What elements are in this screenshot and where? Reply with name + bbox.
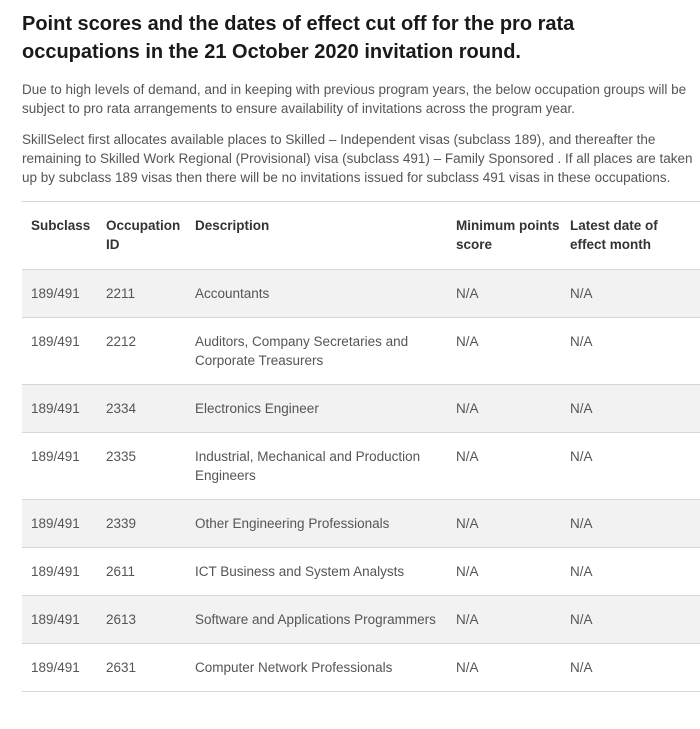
table-row: 189/491 2335 Industrial, Mechanical and … bbox=[22, 432, 700, 500]
pro-rata-occupations-table: Subclass Occupation ID Description Minim… bbox=[22, 201, 700, 692]
cell-subclass: 189/491 bbox=[31, 564, 80, 579]
cell-description: Industrial, Mechanical and Production En… bbox=[195, 449, 421, 483]
table-row: 189/491 2339 Other Engineering Professio… bbox=[22, 499, 700, 548]
cell-minimum-points: N/A bbox=[456, 449, 479, 464]
cell-subclass: 189/491 bbox=[31, 449, 80, 464]
cell-description: Other Engineering Professionals bbox=[195, 516, 390, 531]
cell-occupation-id: 2631 bbox=[106, 660, 137, 675]
cell-latest-date: N/A bbox=[570, 564, 593, 579]
table-row: 189/491 2211 Accountants N/A N/A bbox=[22, 269, 700, 318]
table-row: 189/491 2613 Software and Applications P… bbox=[22, 595, 700, 644]
cell-subclass: 189/491 bbox=[31, 401, 80, 416]
header-minimum-points-score: Minimum points score bbox=[456, 218, 560, 252]
cell-latest-date: N/A bbox=[570, 334, 593, 349]
cell-minimum-points: N/A bbox=[456, 401, 479, 416]
cell-subclass: 189/491 bbox=[31, 660, 80, 675]
table-header-row: Subclass Occupation ID Description Minim… bbox=[22, 201, 700, 270]
cell-occupation-id: 2613 bbox=[106, 612, 137, 627]
cell-latest-date: N/A bbox=[570, 286, 593, 301]
header-occupation-id: Occupation ID bbox=[106, 218, 181, 252]
page-title: Point scores and the dates of effect cut… bbox=[22, 13, 575, 63]
cell-latest-date: N/A bbox=[570, 516, 593, 531]
cell-latest-date: N/A bbox=[570, 612, 593, 627]
cell-minimum-points: N/A bbox=[456, 286, 479, 301]
cell-minimum-points: N/A bbox=[456, 516, 479, 531]
cell-occupation-id: 2339 bbox=[106, 516, 137, 531]
cell-occupation-id: 2611 bbox=[106, 564, 136, 579]
cell-occupation-id: 2212 bbox=[106, 334, 137, 349]
table-row: 189/491 2611 ICT Business and System Ana… bbox=[22, 547, 700, 596]
cell-occupation-id: 2334 bbox=[106, 401, 137, 416]
table-row: 189/491 2334 Electronics Engineer N/A N/… bbox=[22, 384, 700, 433]
cell-occupation-id: 2211 bbox=[106, 286, 136, 301]
cell-description: ICT Business and System Analysts bbox=[195, 564, 405, 579]
header-latest-date-of-effect: Latest date of effect month bbox=[570, 218, 658, 252]
cell-description: Accountants bbox=[195, 286, 270, 301]
cell-description: Computer Network Professionals bbox=[195, 660, 393, 675]
cell-occupation-id: 2335 bbox=[106, 449, 137, 464]
cell-latest-date: N/A bbox=[570, 449, 593, 464]
cell-minimum-points: N/A bbox=[456, 660, 479, 675]
cell-latest-date: N/A bbox=[570, 660, 593, 675]
intro-paragraph: Due to high levels of demand, and in kee… bbox=[22, 82, 687, 116]
cell-minimum-points: N/A bbox=[456, 612, 479, 627]
cell-description: Electronics Engineer bbox=[195, 401, 319, 416]
header-subclass: Subclass bbox=[31, 218, 91, 233]
cell-minimum-points: N/A bbox=[456, 564, 479, 579]
cell-minimum-points: N/A bbox=[456, 334, 479, 349]
cell-subclass: 189/491 bbox=[31, 612, 80, 627]
table-row: 189/491 2631 Computer Network Profession… bbox=[22, 643, 700, 692]
cell-subclass: 189/491 bbox=[31, 516, 80, 531]
cell-latest-date: N/A bbox=[570, 401, 593, 416]
table-row: 189/491 2212 Auditors, Company Secretari… bbox=[22, 317, 700, 385]
cell-description: Auditors, Company Secretaries and Corpor… bbox=[195, 334, 409, 368]
cell-subclass: 189/491 bbox=[31, 334, 80, 349]
header-description: Description bbox=[195, 218, 270, 233]
cell-subclass: 189/491 bbox=[31, 286, 80, 301]
allocation-paragraph: SkillSelect first allocates available pl… bbox=[22, 132, 693, 185]
cell-description: Software and Applications Programmers bbox=[195, 612, 436, 627]
